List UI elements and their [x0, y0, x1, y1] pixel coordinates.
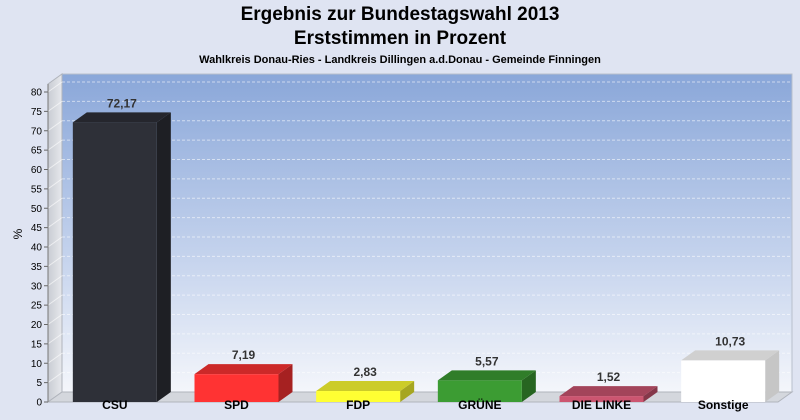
gridline-wall: [47, 139, 63, 151]
y-tick-label: 65: [31, 146, 43, 157]
gridline-wall: [47, 159, 63, 170]
y-tick-label: 45: [31, 223, 43, 234]
bar-csu: [72, 112, 171, 402]
value-label: 1,52: [597, 370, 621, 384]
y-tick-label: 15: [31, 339, 43, 350]
bar-fdp: [316, 381, 415, 402]
category-label: DIE LINKE: [572, 398, 631, 412]
y-tick-label: 20: [31, 320, 43, 331]
gridline-wall: [47, 275, 63, 287]
bar-front-face: [316, 391, 401, 402]
bar-gr-ne: [437, 370, 536, 402]
gridline-wall: [47, 100, 63, 112]
chart-subtitle: Wahlkreis Donau-Ries - Landkreis Dilling…: [199, 54, 601, 66]
gridline-wall: [47, 217, 63, 229]
gridline-wall: [47, 197, 63, 209]
bar-top-face: [437, 370, 536, 381]
bar-side-face: [278, 364, 293, 402]
bar-side-face: [156, 112, 171, 402]
y-tick-label: 60: [31, 165, 43, 176]
bar-sonstige: [681, 350, 780, 402]
value-label: 5,57: [475, 354, 499, 368]
y-tick-label: 80: [31, 88, 43, 99]
y-axis-label: %: [11, 228, 25, 239]
y-tick-label: 0: [36, 398, 42, 409]
y-tick-label: 40: [31, 243, 43, 254]
gridline-wall: [47, 352, 63, 364]
gridline-wall: [47, 255, 63, 267]
chart-title: Ergebnis zur Bundestagswahl 2013: [240, 4, 560, 25]
y-tick-label: 30: [31, 281, 43, 292]
category-label: FDP: [346, 398, 370, 412]
bar-top-face: [194, 364, 293, 375]
value-label: 2,83: [353, 365, 377, 379]
y-tick-label: 70: [31, 126, 43, 137]
bar-die-linke: [559, 386, 658, 402]
plot-background: [61, 73, 793, 393]
bar-front-face: [681, 360, 766, 402]
y-tick-label: 35: [31, 262, 43, 273]
value-label: 10,73: [715, 334, 745, 348]
bar-front-face: [72, 122, 157, 402]
bar-front-face: [437, 380, 522, 402]
bar-side-face: [521, 370, 536, 402]
gridline-wall: [47, 81, 63, 93]
y-tick-label: 25: [31, 301, 43, 312]
gridline-wall: [47, 178, 63, 190]
gridline-wall: [47, 333, 63, 345]
chart-title-2: Erststimmen in Prozent: [293, 28, 507, 49]
y-tick-label: 50: [31, 204, 43, 215]
category-label: SPD: [224, 398, 249, 412]
category-label: CSU: [102, 398, 127, 412]
gridline-wall: [47, 372, 63, 384]
bar-top-face: [316, 381, 415, 392]
bar-front-face: [194, 374, 279, 402]
bar-side-face: [643, 386, 658, 402]
category-label: Sonstige: [698, 398, 749, 412]
y-tick-label: 5: [36, 378, 42, 389]
gridline-wall: [47, 314, 63, 325]
category-label: GRÜNE: [458, 397, 501, 412]
bar-top-face: [681, 350, 780, 361]
bar-spd: [194, 364, 293, 402]
y-tick-label: 10: [31, 359, 43, 370]
bar-side-face: [765, 350, 780, 402]
value-label: 72,17: [107, 96, 137, 110]
value-label: 7,19: [232, 348, 256, 362]
gridline-wall: [47, 294, 63, 306]
gridline-wall: [47, 236, 63, 248]
bar-top-face: [559, 386, 658, 397]
y-tick-label: 55: [31, 184, 43, 195]
bar-side-face: [400, 381, 415, 402]
y-tick-label: 75: [31, 107, 43, 118]
bar-front-face: [559, 396, 644, 402]
bar-top-face: [72, 112, 171, 123]
gridline-wall: [47, 120, 63, 132]
